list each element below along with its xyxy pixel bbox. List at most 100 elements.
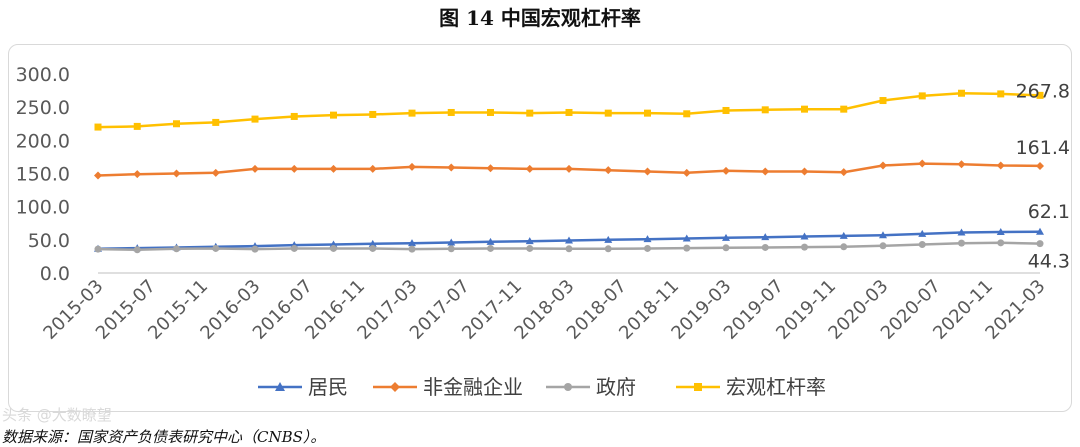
- data-point: [173, 245, 180, 253]
- data-point: [800, 167, 809, 176]
- data-point: [644, 109, 651, 117]
- data-point: [525, 164, 534, 173]
- data-point: [958, 89, 965, 97]
- data-point: [604, 235, 613, 243]
- data-point: [212, 118, 220, 126]
- data-point: [722, 106, 730, 114]
- data-point: [958, 239, 965, 247]
- data-point: [329, 164, 338, 173]
- data-point: [604, 245, 612, 253]
- data-point: [408, 162, 416, 171]
- data-point: [408, 245, 416, 253]
- data-point: [447, 238, 456, 246]
- chart-title: 图 14 中国宏观杠杆率: [439, 6, 641, 30]
- data-point: [682, 234, 691, 242]
- data-point: [94, 245, 102, 253]
- data-point: [1036, 161, 1044, 170]
- data-point: [918, 92, 926, 100]
- data-point: [643, 167, 652, 176]
- data-point: [604, 166, 613, 175]
- legend-label: 政府: [596, 375, 636, 399]
- legend-label: 居民: [308, 375, 348, 399]
- data-point: [133, 246, 141, 254]
- data-point: [722, 233, 730, 241]
- watermark: 头条 @大数瞭望: [2, 406, 112, 424]
- data-point: [133, 170, 142, 179]
- data-point: [211, 168, 220, 177]
- data-label: 44.3: [1028, 251, 1070, 273]
- data-point: [1036, 91, 1044, 99]
- data-point: [447, 108, 455, 116]
- data-point: [290, 164, 299, 173]
- data-point: [408, 109, 416, 117]
- data-point: [761, 233, 770, 241]
- data-point: [133, 122, 141, 130]
- legend-marker: [390, 382, 400, 392]
- data-point: [447, 245, 455, 253]
- data-point: [486, 237, 495, 245]
- data-point: [997, 239, 1005, 247]
- data-point: [918, 159, 927, 168]
- legend-label: 非金融企业: [423, 375, 523, 399]
- data-label: 161.4: [1016, 137, 1070, 159]
- data-point: [173, 120, 180, 128]
- data-point: [290, 112, 298, 120]
- data-point: [604, 109, 612, 117]
- data-point: [408, 239, 416, 247]
- data-point: [526, 109, 534, 117]
- source-note: 数据来源：国家资产负债表研究中心（CNBS）。: [2, 428, 326, 446]
- data-label: 62.1: [1028, 201, 1070, 223]
- y-tick-label: 150.0: [16, 164, 70, 186]
- chart-frame: [8, 44, 1072, 412]
- data-point: [683, 244, 691, 252]
- data-point: [996, 228, 1005, 236]
- data-point: [565, 236, 573, 244]
- data-point: [565, 108, 573, 116]
- data-point: [487, 244, 494, 252]
- data-point: [801, 243, 808, 251]
- data-point: [212, 244, 220, 252]
- data-point: [330, 111, 337, 119]
- legend-marker: [564, 383, 572, 391]
- data-point: [879, 242, 887, 250]
- data-point: [682, 168, 691, 177]
- data-point: [1036, 227, 1044, 235]
- data-point: [290, 244, 298, 252]
- data-point: [486, 164, 495, 173]
- data-point: [369, 110, 377, 118]
- data-point: [801, 105, 808, 113]
- data-point: [369, 244, 377, 252]
- data-point: [997, 90, 1005, 98]
- data-point: [839, 231, 848, 239]
- data-point: [879, 231, 887, 239]
- data-point: [368, 239, 377, 247]
- data-point: [644, 244, 651, 252]
- data-point: [1036, 240, 1044, 248]
- data-point: [94, 123, 102, 131]
- data-point: [526, 244, 534, 252]
- data-point: [957, 160, 966, 169]
- y-tick-label: 0.0: [40, 263, 70, 285]
- data-point: [840, 243, 848, 251]
- y-tick-label: 300.0: [16, 64, 70, 86]
- data-point: [565, 245, 573, 253]
- data-point: [683, 110, 691, 118]
- data-point: [761, 167, 770, 176]
- y-tick-label: 100.0: [16, 197, 70, 219]
- data-point: [800, 232, 809, 240]
- data-point: [722, 166, 730, 175]
- data-point: [879, 161, 887, 170]
- data-point: [840, 105, 848, 113]
- data-point: [251, 164, 259, 173]
- data-point: [251, 245, 259, 253]
- data-point: [94, 171, 102, 180]
- y-tick-label: 200.0: [16, 130, 70, 152]
- y-tick-label: 50.0: [28, 230, 70, 252]
- data-point: [722, 244, 730, 252]
- legend-label: 宏观杠杆率: [726, 375, 826, 399]
- data-point: [368, 164, 377, 173]
- data-point: [761, 243, 769, 251]
- data-point: [839, 168, 848, 177]
- data-point: [996, 161, 1005, 170]
